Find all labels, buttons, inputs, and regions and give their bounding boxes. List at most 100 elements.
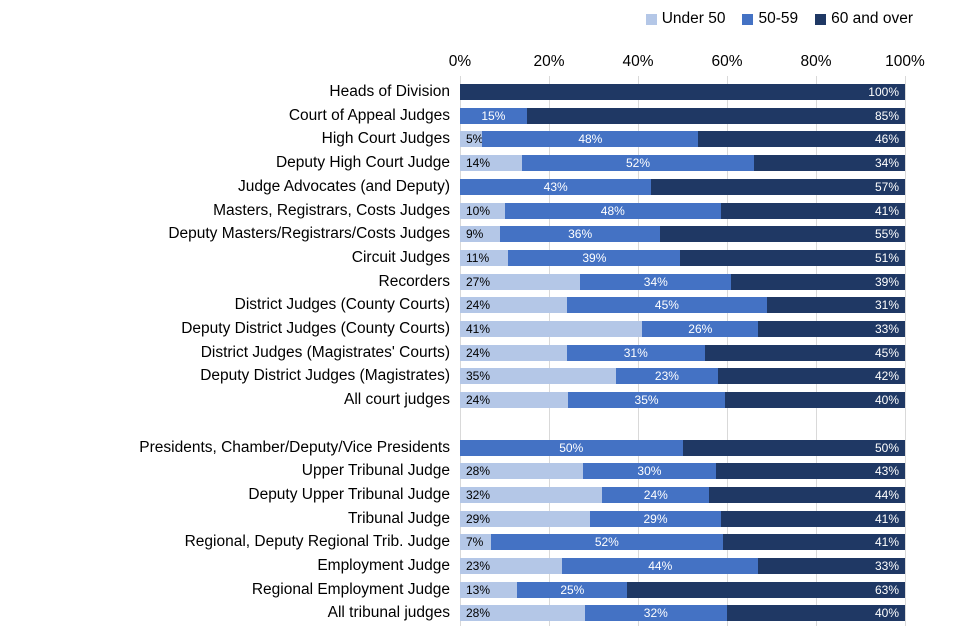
bar-segment-50-59 bbox=[482, 131, 699, 148]
value-label-60-plus: 33% bbox=[874, 322, 899, 336]
bar-segment-under-50 bbox=[460, 368, 616, 385]
bar-row: 0%43%57% bbox=[460, 178, 905, 195]
bar-segment-60-plus bbox=[718, 368, 905, 385]
bar-segment-50-59 bbox=[504, 202, 721, 219]
bar-segment-60-plus bbox=[682, 439, 905, 456]
category-label: Masters, Registrars, Costs Judges bbox=[213, 201, 450, 219]
legend-item-under-50: Under 50 bbox=[645, 10, 725, 28]
bar-segment-50-59 bbox=[460, 439, 683, 456]
category-label: Regional, Deputy Regional Trib. Judge bbox=[184, 533, 450, 551]
bar-row: 100% bbox=[460, 84, 905, 100]
category-label: Deputy District Judges (County Courts) bbox=[181, 320, 450, 337]
bar-segment-60-plus bbox=[460, 84, 905, 100]
bar-segment-under-50 bbox=[460, 202, 505, 219]
value-label-60-plus: 50% bbox=[874, 440, 899, 455]
bar-segment-60-plus bbox=[753, 155, 905, 172]
bar-segment-60-plus bbox=[680, 249, 905, 266]
bar-row: 24% 31% 45% bbox=[460, 344, 905, 361]
category-label: Recorders bbox=[378, 272, 451, 290]
bar-segment-60-plus bbox=[727, 605, 905, 622]
bar-row: 41% 26% 33% bbox=[460, 321, 905, 337]
legend-label: 60 and over bbox=[831, 10, 913, 27]
bar-segment-50-59 bbox=[562, 558, 759, 574]
bar-segment-60-plus bbox=[731, 273, 905, 290]
category-label: Judge Advocates (and Deputy) bbox=[238, 177, 450, 195]
value-label-60-plus: 100% bbox=[868, 85, 899, 99]
bar-segment-under-50 bbox=[460, 249, 509, 266]
bar-segment-50-59 bbox=[584, 605, 727, 622]
bar-segment-60-plus bbox=[627, 581, 905, 598]
bar-segment-under-50 bbox=[460, 534, 492, 551]
category-label: Presidents, Chamber/Deputy/Vice Presiden… bbox=[139, 438, 450, 456]
bar-row: 24% 45% 31% bbox=[460, 297, 905, 314]
bar-segment-60-plus bbox=[725, 392, 905, 409]
value-label-50-59: 29% bbox=[643, 511, 668, 526]
value-label-50-59: 48% bbox=[578, 132, 603, 147]
legend-item-50-59: 50-59 bbox=[742, 10, 798, 28]
bar-segment-under-50 bbox=[460, 321, 643, 337]
bar-row: 13% 25% 63% bbox=[460, 581, 905, 598]
bar-segment-50-59 bbox=[642, 321, 759, 337]
value-label-under-50: 5% bbox=[466, 132, 484, 147]
bar-row: 32% 24% 44% bbox=[460, 486, 905, 503]
value-label-50-59: 31% bbox=[623, 345, 648, 360]
bar-segment-60-plus bbox=[758, 558, 905, 574]
value-label-50-59: 52% bbox=[594, 535, 619, 550]
bar-row: 14% 52% 34% bbox=[460, 155, 905, 172]
value-label-50-59: 50% bbox=[559, 440, 584, 455]
value-label-under-50: 35% bbox=[466, 369, 491, 384]
bar-segment-under-50 bbox=[460, 226, 501, 243]
value-label-50-59: 34% bbox=[643, 274, 668, 289]
bar-row: 23% 44% 33% bbox=[460, 558, 905, 574]
value-label-60-plus: 41% bbox=[874, 203, 899, 218]
bar-segment-50-59 bbox=[517, 581, 628, 598]
value-label-60-plus: 63% bbox=[874, 582, 899, 597]
bar-row: 9% 36% 55% bbox=[460, 226, 905, 243]
value-label-50-59: 36% bbox=[568, 227, 593, 242]
category-label: Upper Tribunal Judge bbox=[301, 462, 450, 480]
bar-row: 10% 48% 41% bbox=[460, 202, 905, 219]
value-label-60-plus: 46% bbox=[874, 132, 899, 147]
bar-row: 28% 32% 40% bbox=[460, 605, 905, 622]
category-label: Court of Appeal Judges bbox=[288, 106, 450, 124]
category-label: Deputy Masters/Registrars/Costs Judges bbox=[168, 225, 450, 243]
bar-row: 28% 30% 43% bbox=[460, 463, 905, 480]
value-label-under-50: 10% bbox=[466, 203, 491, 218]
bar-segment-under-50 bbox=[460, 344, 567, 361]
bar-segment-50-59 bbox=[460, 107, 527, 124]
bar-segment-under-50 bbox=[460, 581, 518, 598]
category-label: All tribunal judges bbox=[327, 604, 450, 622]
value-label-60-plus: 31% bbox=[874, 298, 899, 313]
category-label: Deputy District Judges (Magistrates) bbox=[200, 367, 450, 385]
bar-segment-under-50 bbox=[460, 486, 603, 503]
bar-segment-60-plus bbox=[660, 226, 905, 243]
category-label: Circuit Judges bbox=[351, 248, 450, 266]
bar-segment-under-50 bbox=[460, 131, 483, 148]
value-label-50-59: 48% bbox=[600, 203, 625, 218]
value-label-50-59: 45% bbox=[654, 298, 679, 313]
bar-row: 27% 34% 39% bbox=[460, 273, 905, 290]
bar-row: 29% 29% 41% bbox=[460, 510, 905, 527]
value-label-60-plus: 43% bbox=[874, 464, 899, 479]
bar-segment-50-59 bbox=[508, 249, 681, 266]
bar-row: 11% 39% 51% bbox=[460, 249, 905, 266]
value-label-50-59: 23% bbox=[654, 369, 679, 384]
bar-segment-60-plus bbox=[526, 107, 905, 124]
bar-row: 35% 23% 42% bbox=[460, 368, 905, 385]
value-label-60-plus: 40% bbox=[874, 606, 899, 621]
category-label: Employment Judge bbox=[317, 557, 450, 574]
value-label-60-plus: 51% bbox=[874, 250, 899, 265]
value-label-60-plus: 42% bbox=[874, 369, 899, 384]
bar-segment-under-50 bbox=[460, 605, 585, 622]
value-label-under-50: 13% bbox=[466, 582, 491, 597]
bar-segment-under-50 bbox=[460, 155, 523, 172]
legend-swatch-under-50 bbox=[645, 13, 657, 25]
category-label: Deputy High Court Judge bbox=[275, 154, 450, 172]
x-axis-tick-label: 20% bbox=[533, 53, 565, 70]
legend-swatch-60-plus bbox=[815, 13, 827, 25]
bar-row: 7% 52% 41% bbox=[460, 534, 905, 551]
value-label-60-plus: 34% bbox=[874, 156, 899, 171]
bar-row: 24% 35% 40% bbox=[460, 392, 905, 409]
bar-segment-50-59 bbox=[567, 392, 726, 409]
